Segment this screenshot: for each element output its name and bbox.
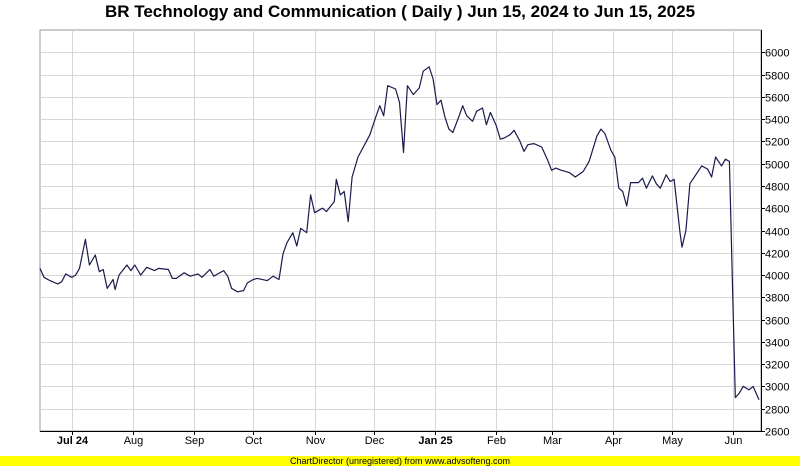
plot-border	[39, 29, 762, 432]
y-tick-label: 2600	[765, 427, 789, 439]
y-tick-label: 2800	[765, 405, 789, 417]
y-tick-label: 4600	[765, 204, 789, 216]
chart-svg: 2600 2800 3000 3200 3400 3600 3800 4000 4200 4400…	[39, 29, 789, 447]
x-tick-label: Mar	[543, 435, 562, 447]
x-tick-label: Apr	[605, 435, 622, 447]
y-tick-label: 4200	[765, 249, 789, 261]
x-tick-label: Jun	[725, 435, 743, 447]
y-tick-label: 4000	[765, 271, 789, 283]
footer-watermark: ChartDirector (unregistered) from www.ad…	[0, 456, 800, 466]
price-series	[39, 66, 760, 401]
y-tick-label: 5600	[765, 93, 789, 105]
plot-area	[39, 29, 762, 432]
y-tick-label: 3200	[765, 360, 789, 372]
y-tick-label: 3400	[765, 338, 789, 350]
x-tick-label: Aug	[124, 435, 144, 447]
series-line	[39, 66, 760, 401]
y-tick-label: 3000	[765, 382, 789, 394]
y-tick-label: 5400	[765, 115, 789, 127]
y-tick-label: 3600	[765, 316, 789, 328]
x-tick-label: Nov	[306, 435, 326, 447]
x-tick-label: Feb	[487, 435, 506, 447]
y-tick-label: 3800	[765, 293, 789, 305]
y-tick-label: 4800	[765, 182, 789, 194]
y-axis: 2600 2800 3000 3200 3400 3600 3800 4000 4200 4400…	[761, 30, 789, 439]
y-tick-label: 5000	[765, 160, 789, 172]
x-tick-label: Jul 24	[57, 435, 89, 447]
y-tick-label: 5800	[765, 71, 789, 83]
y-tick-label: 5200	[765, 137, 789, 149]
x-tick-label: Dec	[365, 435, 385, 447]
x-axis: Jul 24 Aug Sep Oct Nov Dec Jan 25 Feb Mar Apr May J…	[40, 431, 761, 447]
x-tick-label: Jan 25	[418, 435, 452, 447]
x-tick-label: Sep	[185, 435, 205, 447]
x-tick-label: Oct	[245, 435, 262, 447]
chart-title: BR Technology and Communication ( Daily …	[104, 2, 696, 21]
y-tick-label: 4400	[765, 227, 789, 239]
y-tick-label: 6000	[765, 48, 789, 60]
horizontal-gridlines	[40, 52, 761, 410]
x-tick-label: May	[662, 435, 683, 447]
